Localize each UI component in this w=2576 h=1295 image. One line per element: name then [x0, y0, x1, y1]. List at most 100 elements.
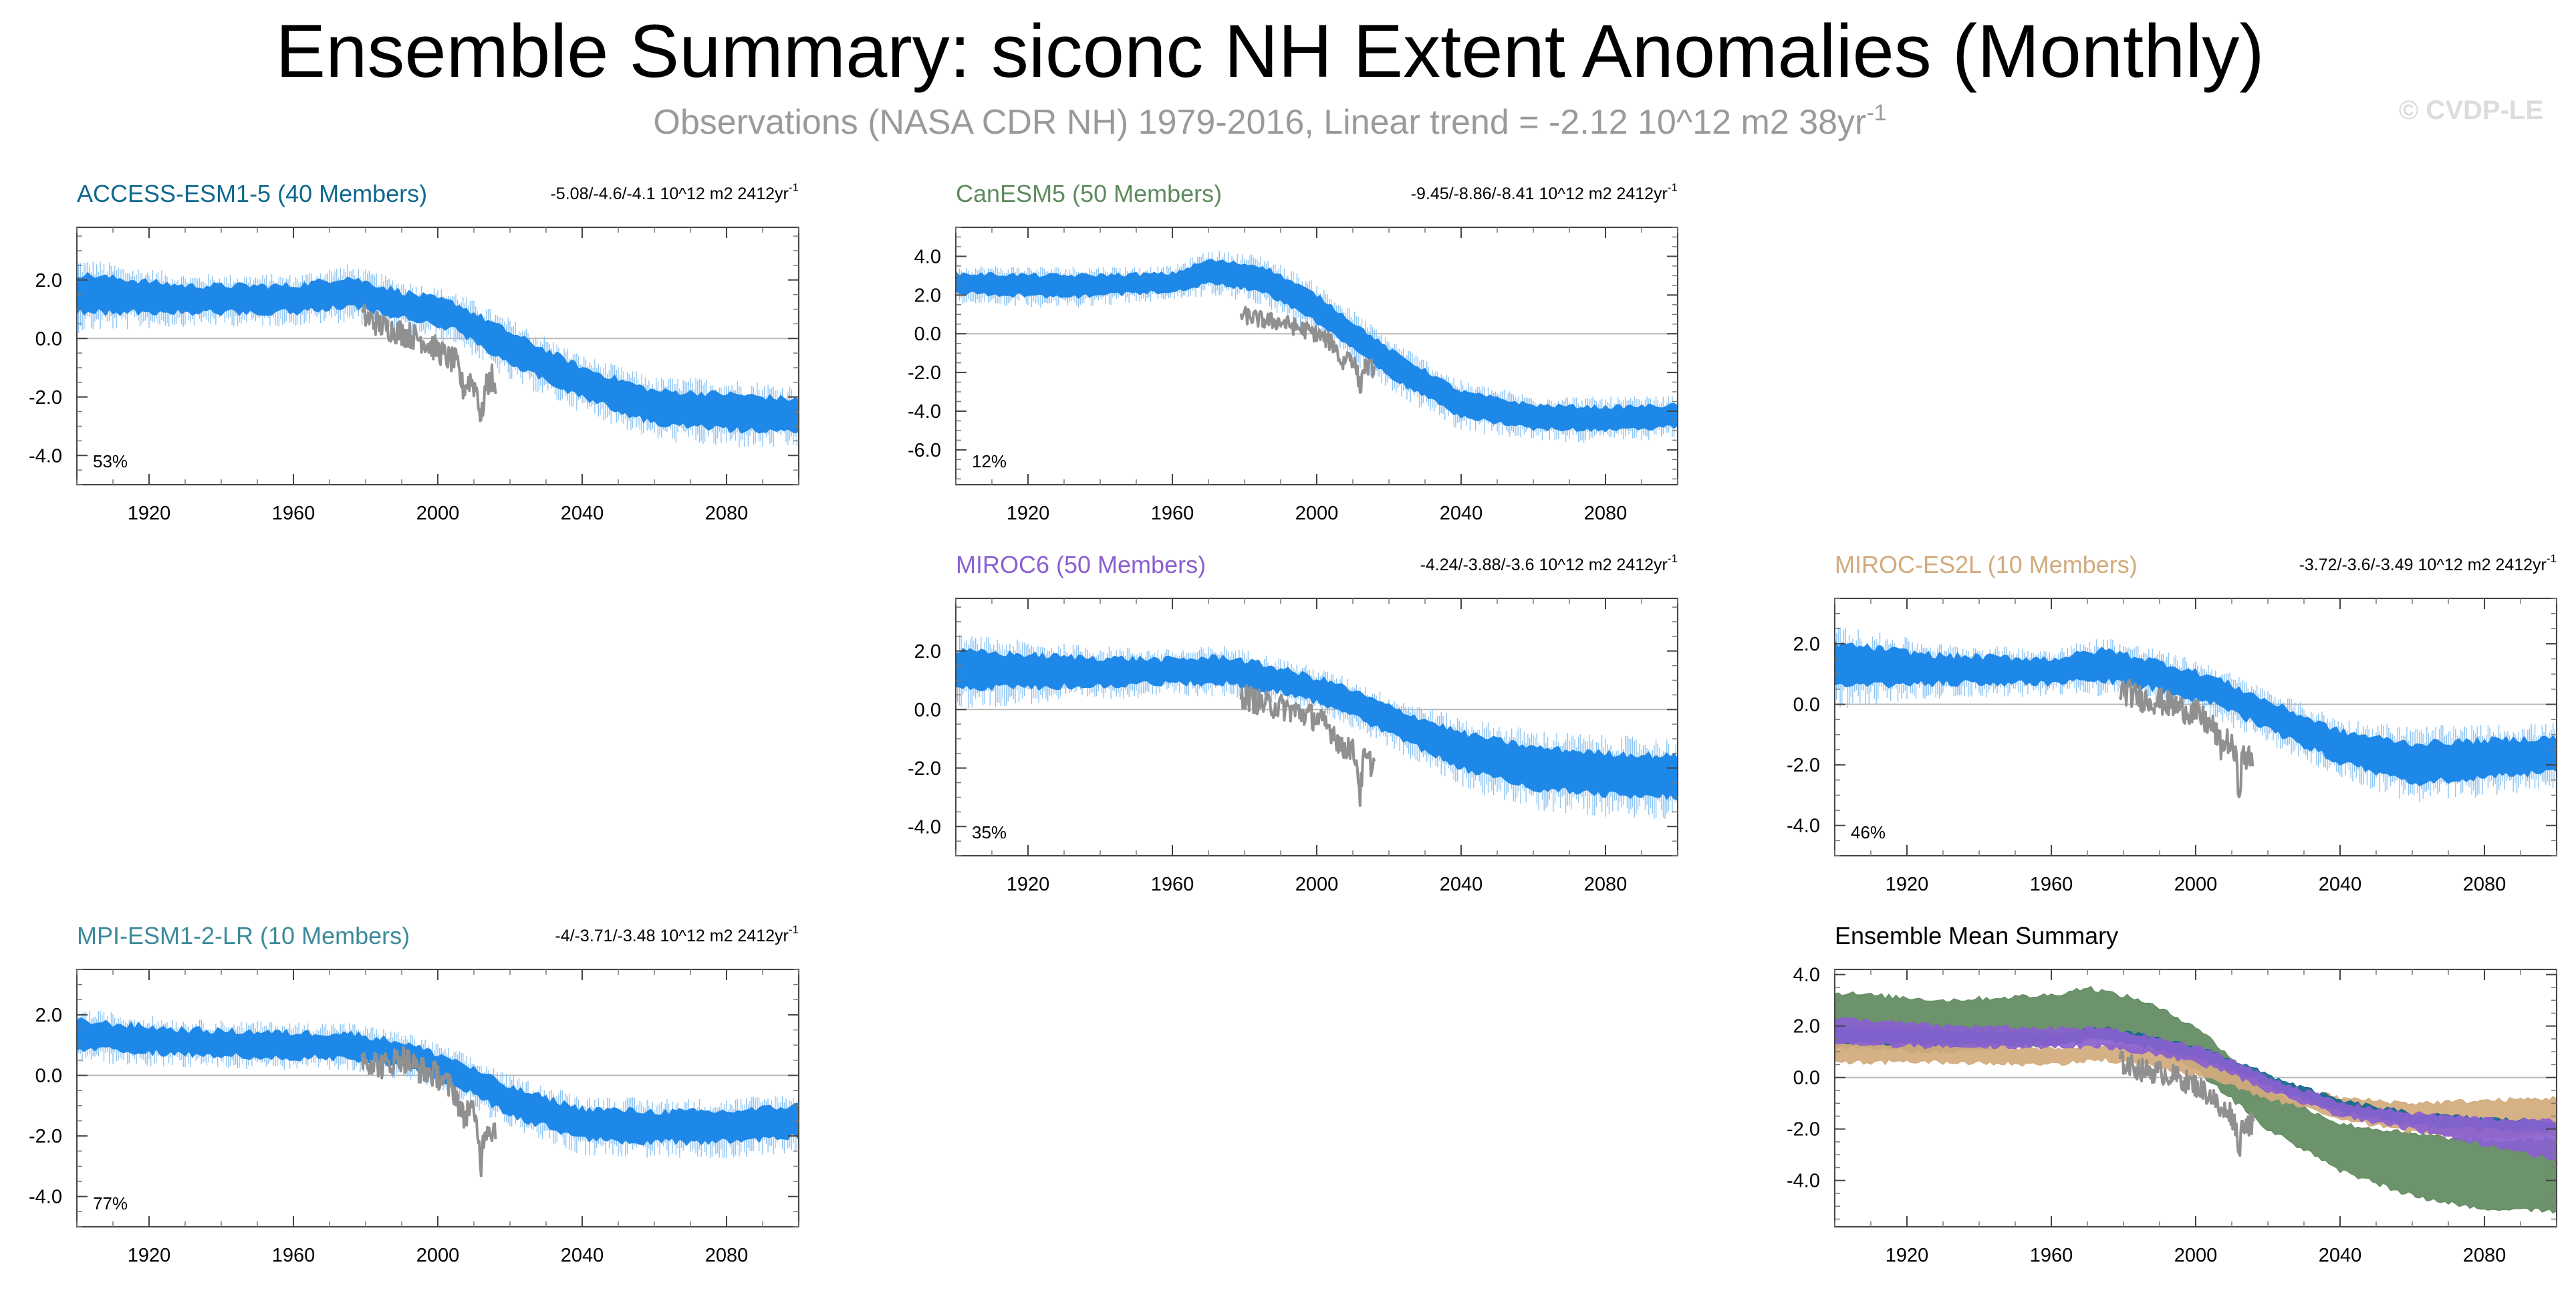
x-tick-label: 2000 — [1295, 503, 1339, 524]
plot-area — [956, 251, 1678, 443]
plot-area — [1835, 627, 2557, 802]
ensemble-range-band — [77, 271, 799, 434]
y-tick-label: 0.0 — [35, 328, 62, 350]
y-tick-label: -4.0 — [29, 1187, 62, 1208]
percent-label: 12% — [972, 451, 1007, 471]
trend-text: -5.08/-4.6/-4.1 10^12 m2 2412yr — [550, 185, 788, 203]
trend-exponent: -1 — [789, 181, 799, 194]
x-tick-label: 2040 — [561, 503, 604, 524]
ensemble-range-band — [1835, 640, 2557, 787]
x-tick-label: 2040 — [1440, 503, 1483, 524]
y-tick-label: 4.0 — [914, 246, 941, 267]
figure-title: Ensemble Summary: siconc NH Extent Anoma… — [275, 9, 2264, 93]
y-tick-label: -6.0 — [908, 440, 941, 461]
x-tick-label: 2000 — [416, 1245, 460, 1266]
plot-frame — [955, 598, 1678, 856]
panel-mpi-esm1-2-lr: MPI-ESM1-2-LR (10 Members) -4/-3.71/-3.48… — [29, 922, 799, 1266]
y-tick-label: -4.0 — [908, 401, 941, 423]
panel-trend-label: -9.45/-8.86/-8.41 10^12 m2 2412yr-1 — [1411, 181, 1678, 203]
y-tick-label: -4.0 — [1787, 816, 1820, 837]
panel-title: Ensemble Mean Summary — [1835, 922, 2118, 949]
x-tick-label: 2040 — [1440, 874, 1483, 895]
x-tick-label: 2000 — [416, 503, 460, 524]
x-tick-label: 2080 — [2463, 1245, 2506, 1266]
x-tick-label: 2040 — [2319, 874, 2362, 895]
y-tick-label: 0.0 — [914, 324, 941, 345]
figure-subtitle-text: Observations (NASA CDR NH) 1979-2016, Li… — [653, 103, 1866, 142]
summary-band-miroc6 — [1835, 1016, 2557, 1163]
plot-frame — [1834, 598, 2557, 856]
x-tick-label: 1960 — [2030, 874, 2073, 895]
y-tick-label: 2.0 — [914, 641, 941, 663]
x-tick-label: 2040 — [2319, 1245, 2362, 1266]
y-tick-label: -2.0 — [29, 387, 62, 408]
panel-trend-label: -5.08/-4.6/-4.1 10^12 m2 2412yr-1 — [550, 181, 799, 203]
x-tick-label: 1920 — [1007, 874, 1050, 895]
panel-access-esm1-5: ACCESS-ESM1-5 (40 Members) -5.08/-4.6/-4.… — [29, 180, 799, 524]
panel-title: MIROC-ES2L (10 Members) — [1835, 551, 2138, 578]
y-tick-label: 2.0 — [35, 270, 62, 291]
ensemble-range-band — [956, 648, 1678, 801]
figure-subtitle-exponent: -1 — [1866, 100, 1886, 126]
x-tick-label: 2000 — [1295, 874, 1339, 895]
y-tick-label: 0.0 — [1793, 1068, 1820, 1089]
x-tick-label: 2040 — [561, 1245, 604, 1266]
panel-miroc6: MIROC6 (50 Members) -4.24/-3.88/-3.6 10^1… — [908, 551, 1678, 895]
x-tick-label: 2000 — [2174, 874, 2218, 895]
y-tick-label: 2.0 — [914, 285, 941, 306]
y-tick-label: 0.0 — [914, 699, 941, 721]
x-tick-label: 1920 — [1886, 874, 1929, 895]
x-tick-label: 2080 — [1584, 503, 1628, 524]
x-tick-label: 2080 — [705, 503, 749, 524]
panel-title: CanESM5 (50 Members) — [956, 180, 1222, 207]
x-tick-label: 2000 — [2174, 1245, 2218, 1266]
trend-text: -4.24/-3.88/-3.6 10^12 m2 2412yr — [1420, 556, 1668, 574]
panel-canesm5: CanESM5 (50 Members) -9.45/-8.86/-8.41 10… — [908, 180, 1678, 524]
x-tick-label: 1920 — [128, 1245, 171, 1266]
panel-trend-label: -3.72/-3.6/-3.49 10^12 m2 2412yr-1 — [2299, 552, 2557, 574]
panel-ensemble-mean-summary: Ensemble Mean Summary 1920 1960 2000 2040 208… — [1787, 922, 2557, 1266]
trend-exponent: -1 — [2547, 552, 2557, 565]
trend-exponent: -1 — [789, 923, 799, 936]
x-tick-label: 2080 — [2463, 874, 2506, 895]
trend-text: -4/-3.71/-3.48 10^12 m2 2412yr — [555, 927, 788, 945]
percent-label: 46% — [1851, 822, 1886, 842]
y-tick-label: -4.0 — [29, 445, 62, 467]
y-tick-label: -2.0 — [908, 362, 941, 384]
x-tick-label: 1960 — [1151, 503, 1194, 524]
y-tick-label: -2.0 — [908, 758, 941, 780]
y-tick-label: 2.0 — [1793, 1016, 1820, 1038]
y-tick-label: -4.0 — [1787, 1171, 1820, 1192]
credit-watermark: © CVDP-LE — [2399, 96, 2543, 125]
y-tick-label: -4.0 — [908, 816, 941, 838]
x-tick-label: 1960 — [272, 1245, 315, 1266]
y-tick-label: 2.0 — [1793, 634, 1820, 655]
x-tick-label: 1920 — [128, 503, 171, 524]
observations-line — [360, 1046, 497, 1177]
ensemble-range-band — [956, 259, 1678, 433]
observations-line — [2118, 679, 2255, 799]
plot-area — [956, 634, 1678, 820]
ensemble-range-band — [77, 1017, 799, 1146]
observations-line — [360, 303, 497, 423]
panel-title: ACCESS-ESM1-5 (40 Members) — [77, 180, 427, 207]
plot-frame — [76, 969, 799, 1227]
trend-exponent: -1 — [1668, 181, 1678, 194]
trend-text: -9.45/-8.86/-8.41 10^12 m2 2412yr — [1411, 185, 1668, 203]
panel-trend-label: -4/-3.71/-3.48 10^12 m2 2412yr-1 — [555, 923, 799, 945]
plot-area — [77, 261, 799, 448]
panel-miroc-es2l: MIROC-ES2L (10 Members) -3.72/-3.6/-3.49 … — [1787, 551, 2557, 895]
x-tick-label: 1920 — [1007, 503, 1050, 524]
panel-title: MPI-ESM1-2-LR (10 Members) — [77, 922, 410, 949]
y-tick-label: 0.0 — [1793, 695, 1820, 716]
percent-label: 53% — [93, 451, 128, 471]
y-tick-label: -2.0 — [29, 1126, 62, 1147]
panel-title: MIROC6 (50 Members) — [956, 551, 1206, 578]
x-tick-label: 2080 — [1584, 874, 1628, 895]
plot-area — [1835, 985, 2557, 1214]
observations-line — [1239, 684, 1376, 807]
x-tick-label: 1960 — [272, 503, 315, 524]
y-tick-label: 2.0 — [35, 1005, 62, 1026]
x-tick-label: 1960 — [2030, 1245, 2073, 1266]
